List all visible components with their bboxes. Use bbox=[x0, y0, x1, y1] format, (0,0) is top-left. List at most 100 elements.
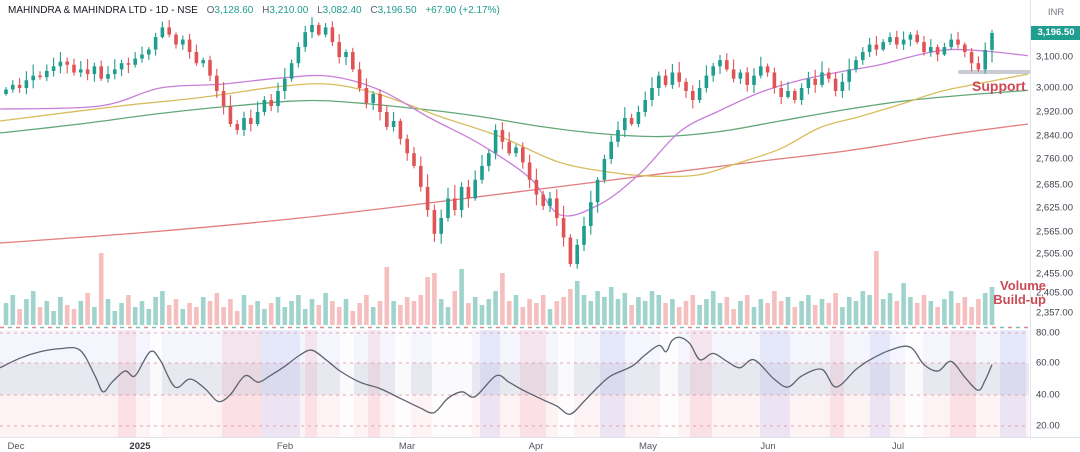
volume-bar bbox=[146, 309, 152, 325]
candle-body bbox=[976, 63, 981, 70]
candle-body bbox=[793, 91, 797, 100]
candle-body bbox=[840, 81, 845, 91]
candle-body bbox=[17, 84, 22, 88]
ohlc-high-value: 3,210.00 bbox=[269, 5, 309, 16]
candle-body bbox=[208, 60, 212, 76]
candle-body bbox=[833, 78, 838, 91]
candle-body bbox=[228, 106, 233, 124]
candle-body bbox=[582, 226, 586, 245]
volume-bar bbox=[955, 303, 961, 325]
candle-body bbox=[561, 218, 566, 238]
candle-body bbox=[371, 94, 375, 103]
volume-bar bbox=[459, 269, 464, 325]
volume-bar bbox=[676, 307, 682, 325]
volume-bar bbox=[622, 293, 628, 325]
candle-body bbox=[861, 52, 865, 61]
volume-bar bbox=[37, 307, 43, 325]
volume-buildup-annotation[interactable]: Volume Build-up bbox=[993, 279, 1046, 307]
candle-body bbox=[827, 72, 831, 79]
volume-bar bbox=[982, 293, 988, 325]
candle-body bbox=[378, 94, 382, 112]
volume-bar bbox=[255, 301, 260, 325]
rsi-highlight-band bbox=[950, 330, 976, 437]
volume-bar bbox=[860, 291, 866, 325]
volume-bar bbox=[187, 303, 192, 325]
time-axis-label: 2025 bbox=[129, 441, 151, 452]
candle-body bbox=[609, 141, 613, 159]
candle-body bbox=[983, 49, 987, 70]
candle-body bbox=[718, 60, 722, 67]
time-axis-label: Mar bbox=[398, 441, 416, 452]
volume-bar bbox=[207, 301, 213, 325]
volume-bar bbox=[765, 303, 770, 325]
volume-bar bbox=[615, 299, 621, 325]
candle-body bbox=[691, 91, 695, 100]
candle-body bbox=[650, 88, 654, 100]
candle-body bbox=[759, 66, 763, 76]
volume-bar bbox=[404, 297, 410, 325]
rsi-axis-label: 80.00 bbox=[1036, 327, 1060, 339]
candle-body bbox=[636, 112, 641, 124]
candle-body bbox=[289, 63, 294, 79]
ma-200-line bbox=[0, 123, 1029, 244]
volume-bar bbox=[336, 307, 342, 325]
volume-bar bbox=[472, 297, 478, 325]
support-annotation[interactable]: Support bbox=[972, 78, 1026, 94]
price-axis[interactable]: INR 3,196.50 3,100.00 3,000.00 2,920.00 2,8… bbox=[1030, 0, 1080, 437]
candle-body bbox=[595, 179, 600, 203]
volume-bar bbox=[221, 307, 226, 325]
volume-bar bbox=[697, 305, 702, 325]
candle-body bbox=[330, 27, 335, 43]
candle-body bbox=[439, 218, 443, 234]
volume-bar bbox=[554, 301, 560, 325]
candle-body bbox=[602, 159, 607, 180]
candle-body bbox=[704, 75, 709, 88]
candle-body bbox=[745, 72, 749, 85]
candle-body bbox=[799, 88, 804, 100]
volume-bar bbox=[275, 297, 281, 325]
candle-body bbox=[935, 47, 940, 55]
time-axis-label: Jun bbox=[760, 441, 776, 452]
volume-bar bbox=[751, 307, 757, 325]
candle-body bbox=[990, 33, 994, 50]
ma-50-line bbox=[0, 73, 1029, 178]
time-axis[interactable]: Dec 2025 Feb Mar Apr May Jun Jul bbox=[0, 437, 1080, 452]
candle-body bbox=[942, 47, 947, 55]
candle-body bbox=[419, 165, 423, 187]
volume-bar bbox=[262, 309, 267, 325]
candle-body bbox=[160, 27, 165, 38]
volume-bar bbox=[704, 299, 709, 325]
volume-bar bbox=[853, 301, 859, 325]
candle-body bbox=[351, 52, 355, 70]
volume-bar bbox=[377, 301, 383, 325]
volume-bar bbox=[105, 299, 111, 325]
volume-bar bbox=[323, 293, 328, 325]
volume-bar bbox=[540, 295, 546, 325]
current-price-tag: 3,196.50 bbox=[1031, 26, 1080, 40]
volume-bar bbox=[479, 305, 485, 325]
symbol-legend[interactable]: MAHINDRA & MAHINDRA LTD - 1D - NSE O3,12… bbox=[8, 5, 500, 16]
volume-bar bbox=[357, 303, 362, 325]
rsi-highlight-band bbox=[368, 330, 380, 437]
candle-body bbox=[459, 186, 464, 210]
candle-body bbox=[119, 63, 124, 70]
candle-body bbox=[697, 88, 702, 100]
volume-bar bbox=[867, 295, 872, 325]
price-axis-label: 3,000.00 bbox=[1036, 82, 1073, 94]
rsi-highlight-band bbox=[150, 330, 162, 437]
rsi-line bbox=[0, 336, 993, 415]
volume-bar bbox=[452, 291, 458, 325]
candle-body bbox=[725, 60, 729, 70]
volume-bar bbox=[234, 311, 240, 325]
candle-body bbox=[493, 130, 498, 154]
candle-body bbox=[922, 42, 926, 53]
volume-bar bbox=[785, 297, 791, 325]
volume-bar bbox=[935, 307, 940, 325]
candle-body bbox=[881, 42, 885, 50]
candle-body bbox=[473, 179, 477, 199]
volume-bar bbox=[126, 295, 131, 325]
candle-body bbox=[215, 75, 219, 91]
candle-body bbox=[24, 80, 29, 88]
volume-bar bbox=[10, 295, 16, 325]
